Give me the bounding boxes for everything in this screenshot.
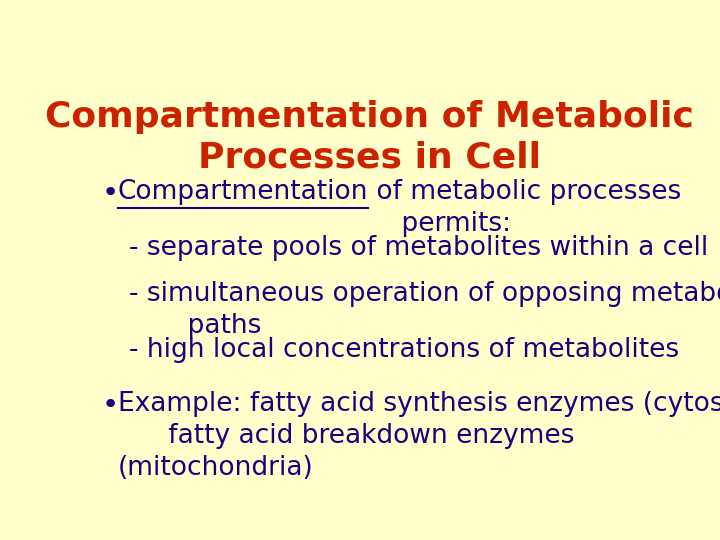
Text: - simultaneous operation of opposing metabolic
       paths: - simultaneous operation of opposing met… [129, 281, 720, 339]
Text: of metabolic processes
    permits:: of metabolic processes permits: [369, 179, 682, 237]
Text: •: • [101, 179, 118, 207]
Text: Compartmentation of Metabolic
Processes in Cell: Compartmentation of Metabolic Processes … [45, 100, 693, 175]
Text: Example: fatty acid synthesis enzymes (cytosol),
      fatty acid breakdown enzy: Example: fatty acid synthesis enzymes (c… [118, 391, 720, 481]
Text: - separate pools of metabolites within a cell: - separate pools of metabolites within a… [129, 235, 708, 261]
Text: •: • [101, 391, 118, 419]
Text: Compartmentation: Compartmentation [118, 179, 369, 205]
Text: - high local concentrations of metabolites: - high local concentrations of metabolit… [129, 337, 679, 363]
